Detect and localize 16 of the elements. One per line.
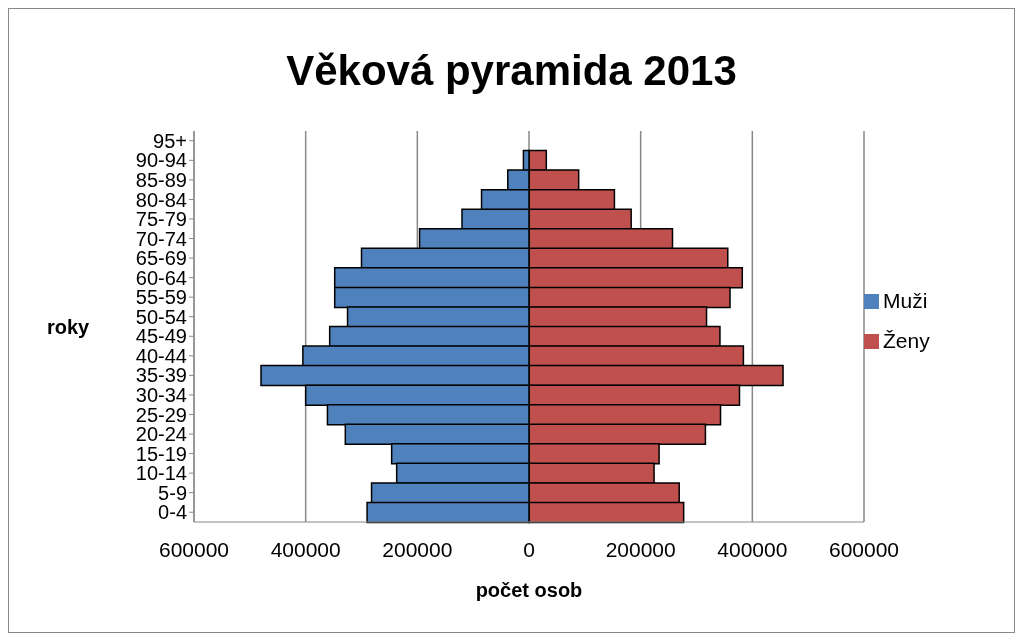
x-tick-label: 0 — [523, 537, 535, 561]
x-tick-label: 600000 — [828, 537, 900, 561]
x-tick-label: 400000 — [270, 537, 341, 561]
y-axis-title: roky — [47, 315, 91, 338]
legend-label: Ženy — [883, 328, 930, 352]
x-tick-label: 600000 — [158, 537, 230, 561]
y-tick-label: 0-4 — [158, 501, 187, 524]
y-tick-label: 35-39 — [135, 364, 187, 387]
chart-title: Věková pyramida 2013 — [285, 47, 738, 95]
x-tick-label: 200000 — [605, 537, 676, 561]
y-tick-label: 95+ — [153, 129, 187, 152]
y-tick-label: 80-84 — [135, 188, 187, 211]
x-tick-label: 400000 — [717, 537, 788, 561]
x-tick-label: 200000 — [382, 537, 453, 561]
legend-label: Muži — [883, 288, 928, 312]
x-axis-title: počet osob — [475, 579, 583, 601]
